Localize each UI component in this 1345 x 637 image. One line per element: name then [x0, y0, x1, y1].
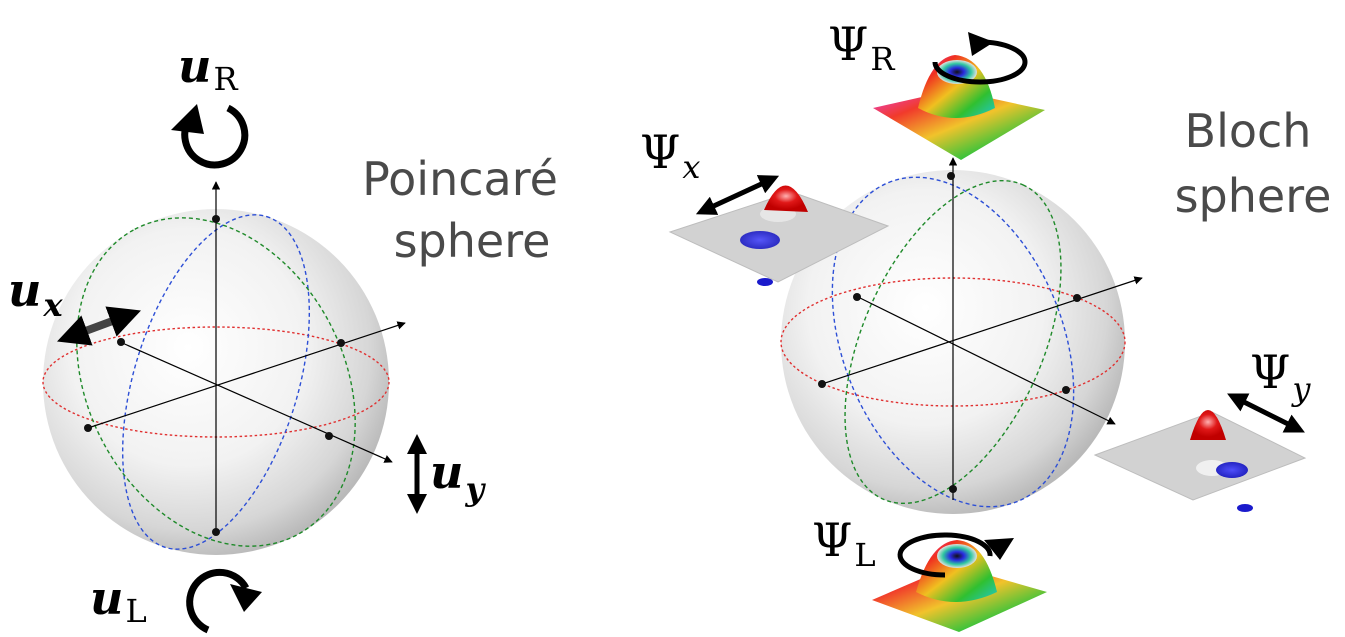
svg-text:Ψx: Ψx [640, 125, 700, 186]
poincare-point-bottom [212, 528, 220, 536]
poincare-point-top [212, 215, 220, 223]
circular-arrow-clockwise-icon [897, 532, 1014, 578]
poincare-point-left [84, 424, 92, 432]
bloch-y-axis [857, 296, 1116, 425]
label-u-r: uR [178, 39, 238, 98]
svg-text:ΨR: ΨR [828, 17, 895, 78]
label-u-y: uy [430, 445, 486, 508]
svg-text:uR: uR [178, 39, 238, 98]
label-psi-y: Ψy [1250, 345, 1311, 408]
circular-arrow-counterclockwise-icon [171, 104, 249, 169]
poincare-title-line1: Poincaré [362, 152, 558, 206]
poincare-x-axis [87, 321, 406, 429]
svg-text:ΨL: ΨL [812, 513, 876, 574]
label-psi-r: ΨR [828, 17, 895, 78]
label-psi-x: Ψx [640, 125, 700, 186]
bloch-point-right-lower [1062, 386, 1070, 394]
vortex-mode-l-plot [872, 540, 1047, 632]
poincare-blue-circle [121, 214, 311, 550]
bloch-point-left-upper [853, 293, 861, 301]
poincare-point-uy [325, 432, 333, 440]
double-arrow-icon [56, 306, 142, 346]
bloch-point-top [947, 172, 955, 180]
label-psi-l: ΨL [812, 513, 876, 574]
svg-text:ux: ux [8, 263, 63, 324]
bloch-title-line2: sphere [1175, 169, 1332, 223]
poincare-point-ux [117, 338, 125, 346]
bloch-blue-circle [831, 176, 1075, 508]
bloch-sphere-group [780, 157, 1143, 514]
bloch-x-axis [821, 276, 1143, 385]
poincare-point-right [337, 339, 345, 347]
svg-text:Ψy: Ψy [1250, 345, 1311, 408]
bloch-point-right-upper [1073, 294, 1081, 302]
label-u-x: ux [8, 263, 63, 324]
label-u-l: uL [90, 571, 147, 630]
double-arrow-icon [1227, 393, 1305, 433]
bloch-title-line1: Bloch [1185, 104, 1312, 158]
poincare-sphere-group [42, 181, 406, 555]
bloch-point-bottom [949, 485, 957, 493]
circular-arrow-counterclockwise-icon [932, 32, 1028, 85]
double-arrow-icon [695, 175, 780, 215]
bloch-green-circle [844, 179, 1062, 505]
circular-arrow-clockwise-icon [186, 568, 262, 634]
dipole-mode-y-plot [1093, 410, 1307, 512]
poincare-y-axis [119, 341, 393, 463]
poincare-green-circle [76, 217, 356, 547]
svg-text:uy: uy [430, 445, 486, 508]
poincare-title-line2: sphere [394, 214, 551, 268]
bloch-point-left-lower [818, 380, 826, 388]
svg-text:uL: uL [90, 571, 147, 630]
